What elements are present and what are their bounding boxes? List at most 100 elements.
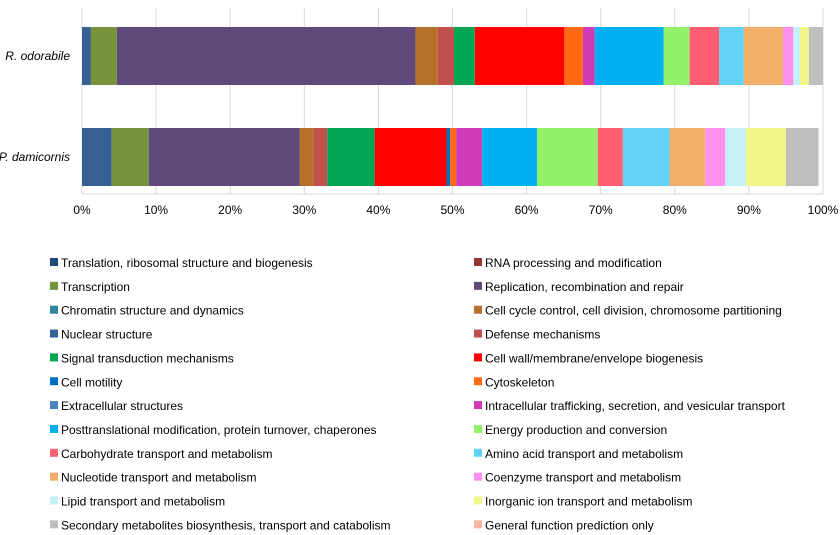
legend-swatch-cytoskeleton — [474, 377, 482, 386]
legend-swatch-coenzyme-transport-and-metabolism — [474, 472, 482, 481]
legend-swatch-energy-production-and-conversion — [474, 424, 482, 433]
legend-label-secondary-metabolites-biosynthesis-transport-and-catabolism: Secondary metabolites biosynthesis, tran… — [61, 518, 391, 532]
legend-swatch-posttranslational-modification-protein-turnover-chaperones — [50, 424, 58, 433]
legend-swatch-carbohydrate-transport-and-metabolism — [50, 448, 58, 457]
bar-segment-p-damicornis-nucleotide-transport-and-metabolism — [669, 128, 706, 186]
legend-label-general-function-prediction-only: General function prediction only — [485, 518, 654, 532]
bar-segment-r-odorabile-cytoskeleton — [564, 27, 583, 85]
category-label-r-odorabile: R. odorabile — [5, 49, 70, 63]
bar-segment-p-damicornis-coenzyme-transport-and-metabolism — [705, 128, 726, 186]
legend-swatch-cell-cycle-control-cell-division-chromosome-partitioning — [474, 305, 482, 314]
bar-segment-p-damicornis-lipid-transport-and-metabolism — [725, 128, 746, 186]
legend-swatch-translation-ribosomal-structure-and-biogenesis — [50, 258, 58, 266]
legend-label-amino-acid-transport-and-metabolism: Amino acid transport and metabolism — [485, 447, 683, 461]
legend-swatch-replication-recombination-and-repair — [474, 281, 482, 290]
bar-segment-p-damicornis-intracellular-trafficking-secretion-and-vesicular-transport — [456, 128, 483, 186]
bar-segment-r-odorabile-lipid-transport-and-metabolism — [793, 27, 801, 85]
legend-label-signal-transduction-mechanisms: Signal transduction mechanisms — [61, 351, 234, 365]
legend-label-nucleotide-transport-and-metabolism: Nucleotide transport and metabolism — [61, 471, 256, 485]
legend-label-inorganic-ion-transport-and-metabolism: Inorganic ion transport and metabolism — [485, 495, 692, 509]
legend-label-coenzyme-transport-and-metabolism: Coenzyme transport and metabolism — [485, 471, 681, 485]
legend-label-energy-production-and-conversion: Energy production and conversion — [485, 423, 667, 437]
bar-segment-r-odorabile-signal-transduction-mechanisms — [453, 27, 475, 85]
x-tick-label: 50% — [440, 203, 464, 217]
legend-label-translation-ribosomal-structure-and-biogenesis: Translation, ribosomal structure and bio… — [61, 256, 313, 270]
bar-segment-r-odorabile-replication-recombination-and-repair — [116, 27, 416, 85]
bar-segment-p-damicornis-cell-cycle-control-cell-division-chromosome-partitioning — [299, 128, 314, 186]
category-labels: R. odorabile P. damicornis — [0, 49, 70, 164]
legend-label-posttranslational-modification-protein-turnover-chaperones: Posttranslational modification, protein … — [61, 423, 377, 437]
bar-segment-r-odorabile-inorganic-ion-transport-and-metabolism — [800, 27, 809, 85]
bar-segment-r-odorabile-energy-production-and-conversion — [663, 27, 690, 85]
bar-segment-r-odorabile-defense-mechanisms — [437, 27, 454, 85]
bar-segment-r-odorabile-posttranslational-modification-protein-turnover-chaperones — [594, 27, 664, 85]
legend-label-cell-wall-membrane-envelope-biogenesis: Cell wall/membrane/envelope biogenesis — [485, 351, 703, 365]
bar-segment-p-damicornis-cell-motility — [446, 128, 451, 186]
bar-segment-p-damicornis-secondary-metabolites-biosynthesis-transport-and-catabolism — [785, 128, 819, 186]
legend-swatch-general-function-prediction-only — [474, 520, 482, 529]
bar-segment-p-damicornis-amino-acid-transport-and-metabolism — [622, 128, 670, 186]
bar-segment-r-odorabile-cell-wall-membrane-envelope-biogenesis — [474, 27, 565, 85]
bar-segment-p-damicornis-transcription — [111, 128, 149, 186]
legend-swatch-secondary-metabolites-biosynthesis-transport-and-catabolism — [50, 520, 58, 529]
x-tick-label: 0% — [73, 203, 91, 217]
legend-swatch-amino-acid-transport-and-metabolism — [474, 448, 482, 457]
bar-segment-r-odorabile-secondary-metabolites-biosynthesis-transport-and-catabolism — [808, 27, 823, 85]
legend-swatch-cell-motility — [50, 377, 58, 386]
x-tick-label: 70% — [589, 203, 613, 217]
legend-swatch-nuclear-structure — [50, 329, 58, 338]
legend: Translation, ribosomal structure and bio… — [50, 256, 786, 532]
bar-segment-r-odorabile-amino-acid-transport-and-metabolism — [719, 27, 744, 85]
bar-segment-p-damicornis-cell-wall-membrane-envelope-biogenesis — [374, 128, 447, 186]
legend-swatch-rna-processing-and-modification — [474, 258, 482, 266]
bar-segment-r-odorabile-nuclear-structure — [82, 27, 91, 85]
x-tick-label: 60% — [515, 203, 539, 217]
x-tick-label: 80% — [663, 203, 687, 217]
legend-swatch-lipid-transport-and-metabolism — [50, 496, 58, 505]
bar-segment-p-damicornis-nuclear-structure — [82, 128, 112, 186]
x-tick-label: 30% — [292, 203, 316, 217]
bar-segment-r-odorabile-transcription — [90, 27, 117, 85]
category-label-p-damicornis: P. damicornis — [0, 150, 70, 164]
legend-label-cytoskeleton: Cytoskeleton — [485, 375, 554, 389]
bar-segment-p-damicornis-cytoskeleton — [450, 128, 457, 186]
legend-label-cell-motility: Cell motility — [61, 375, 122, 389]
legend-swatch-signal-transduction-mechanisms — [50, 353, 58, 362]
bar-segment-r-odorabile-cell-cycle-control-cell-division-chromosome-partitioning — [415, 27, 438, 85]
bar-segment-p-damicornis-inorganic-ion-transport-and-metabolism — [745, 128, 786, 186]
legend-label-transcription: Transcription — [61, 280, 130, 294]
legend-swatch-extracellular-structures — [50, 401, 58, 410]
bar-segment-p-damicornis-signal-transduction-mechanisms — [327, 128, 375, 186]
bar-segment-r-odorabile-coenzyme-transport-and-metabolism — [782, 27, 794, 85]
x-tick-labels: 0% 10% 20% 30% 40% 50% 60% 70% 80% 90% 100% — [73, 203, 838, 217]
bar-segment-p-damicornis-replication-recombination-and-repair — [148, 128, 300, 186]
legend-label-chromatin-structure-and-dynamics: Chromatin structure and dynamics — [61, 304, 244, 318]
bar-segment-p-damicornis-posttranslational-modification-protein-turnover-chaperones — [482, 128, 537, 186]
bar-segment-p-damicornis-defense-mechanisms — [313, 128, 328, 186]
bar-segment-r-odorabile-intracellular-trafficking-secretion-and-vesicular-transport — [582, 27, 595, 85]
x-tick-label: 20% — [218, 203, 242, 217]
bar-segment-p-damicornis-carbohydrate-transport-and-metabolism — [597, 128, 623, 186]
legend-label-nuclear-structure: Nuclear structure — [61, 328, 153, 342]
legend-swatch-cell-wall-membrane-envelope-biogenesis — [474, 353, 482, 362]
bar-segment-r-odorabile-nucleotide-transport-and-metabolism — [743, 27, 783, 85]
legend-label-cell-cycle-control-cell-division-chromosome-partitioning: Cell cycle control, cell division, chrom… — [485, 304, 782, 318]
bars — [82, 27, 823, 186]
legend-swatch-transcription — [50, 281, 58, 290]
x-tick-label: 100% — [808, 203, 839, 217]
legend-label-carbohydrate-transport-and-metabolism: Carbohydrate transport and metabolism — [61, 447, 272, 461]
legend-label-defense-mechanisms: Defense mechanisms — [485, 328, 600, 342]
legend-swatch-intracellular-trafficking-secretion-and-vesicular-transport — [474, 401, 482, 410]
legend-label-replication-recombination-and-repair: Replication, recombination and repair — [485, 280, 684, 294]
legend-label-rna-processing-and-modification: RNA processing and modification — [485, 256, 662, 270]
x-tick-label: 90% — [737, 203, 761, 217]
legend-label-intracellular-trafficking-secretion-and-vesicular-transport: Intracellular trafficking, secretion, an… — [485, 399, 786, 413]
legend-swatch-inorganic-ion-transport-and-metabolism — [474, 496, 482, 505]
legend-swatch-defense-mechanisms — [474, 329, 482, 338]
x-tick-label: 10% — [144, 203, 168, 217]
bar-segment-r-odorabile-carbohydrate-transport-and-metabolism — [689, 27, 720, 85]
legend-swatch-nucleotide-transport-and-metabolism — [50, 472, 58, 481]
x-tick-label: 40% — [366, 203, 390, 217]
legend-label-extracellular-structures: Extracellular structures — [61, 399, 183, 413]
